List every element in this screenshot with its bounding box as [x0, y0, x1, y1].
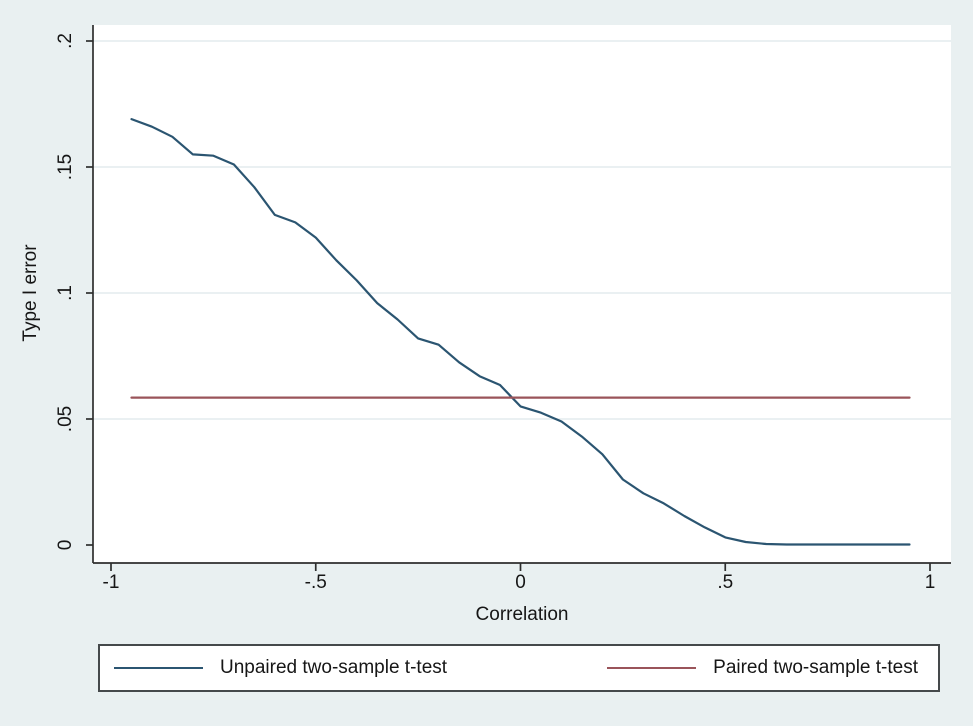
x-tick-label: -.5 [304, 572, 327, 593]
series-line-navy [130, 117, 911, 546]
x-axis-title: Correlation [475, 604, 569, 625]
y-axis-title: Type I error [20, 244, 41, 342]
legend-label: Paired two-sample t-test [713, 657, 918, 678]
legend-item: Paired two-sample t-test [607, 657, 918, 679]
x-tick-label: -1 [102, 572, 120, 593]
x-tick-label: .5 [717, 572, 734, 593]
y-tick-label: .15 [55, 153, 76, 181]
x-tick-label: 0 [515, 572, 526, 593]
legend-item: Unpaired two-sample t-test [114, 657, 447, 679]
y-tick-label: .05 [55, 405, 76, 433]
plot-area [93, 25, 951, 563]
x-tick-label: 1 [924, 572, 936, 593]
y-tick-label: .1 [55, 285, 76, 301]
legend: Unpaired two-sample t-test Paired two-sam… [98, 644, 940, 692]
y-tick-label: 0 [55, 539, 76, 551]
legend-line-sample-navy [114, 667, 203, 669]
legend-label: Unpaired two-sample t-test [220, 657, 448, 678]
y-tick-label: .2 [55, 33, 76, 49]
legend-line-sample-maroon [607, 667, 697, 669]
